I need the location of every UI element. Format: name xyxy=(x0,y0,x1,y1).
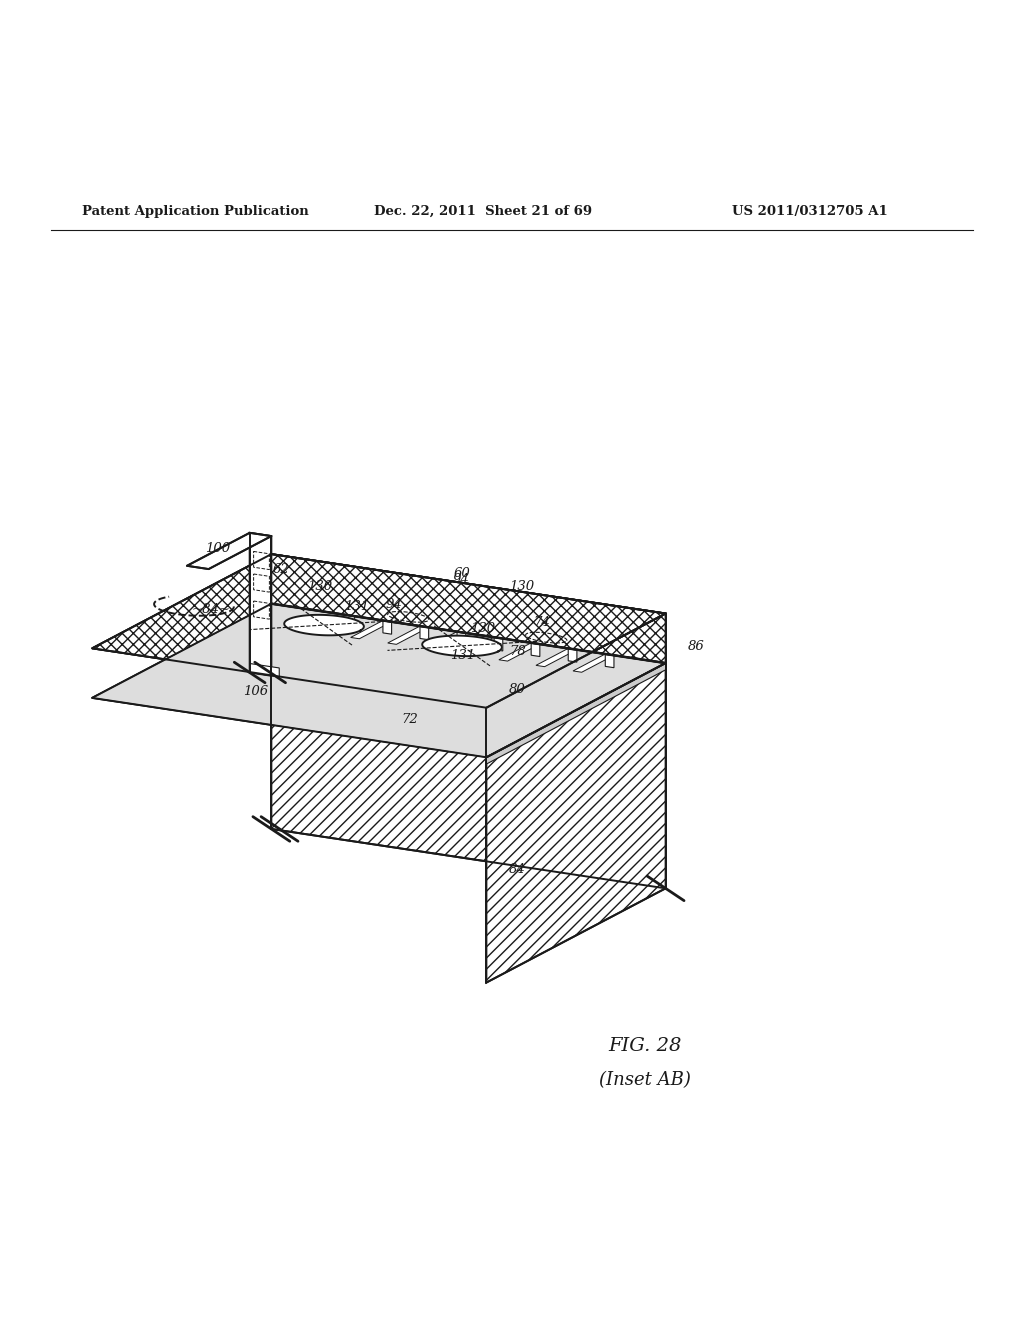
Text: 62: 62 xyxy=(272,564,290,577)
Polygon shape xyxy=(271,554,666,663)
Polygon shape xyxy=(486,663,666,982)
Polygon shape xyxy=(187,533,271,569)
Polygon shape xyxy=(92,554,666,708)
Text: 131: 131 xyxy=(451,649,475,663)
Text: 130: 130 xyxy=(470,622,496,635)
Text: 78: 78 xyxy=(509,645,525,657)
Polygon shape xyxy=(346,615,354,628)
Polygon shape xyxy=(495,638,503,651)
Polygon shape xyxy=(250,533,271,676)
Text: 74: 74 xyxy=(534,616,550,630)
Polygon shape xyxy=(271,603,666,888)
Text: 72: 72 xyxy=(401,713,418,726)
Text: US 2011/0312705 A1: US 2011/0312705 A1 xyxy=(732,205,888,218)
Text: FIG. 28: FIG. 28 xyxy=(608,1038,682,1055)
Text: 100: 100 xyxy=(205,541,230,554)
Text: 86: 86 xyxy=(688,640,705,653)
Polygon shape xyxy=(422,636,502,656)
Polygon shape xyxy=(499,643,540,661)
Text: 130: 130 xyxy=(307,581,333,593)
Text: ~84~: ~84~ xyxy=(191,603,230,616)
Text: Dec. 22, 2011  Sheet 21 of 69: Dec. 22, 2011 Sheet 21 of 69 xyxy=(374,205,592,218)
Polygon shape xyxy=(313,615,354,634)
Text: 106: 106 xyxy=(244,685,268,698)
Polygon shape xyxy=(420,626,429,640)
Polygon shape xyxy=(285,615,364,635)
Polygon shape xyxy=(486,614,666,758)
Polygon shape xyxy=(92,554,666,708)
Text: Patent Application Publication: Patent Application Publication xyxy=(82,205,308,218)
Polygon shape xyxy=(388,626,429,644)
Text: 80: 80 xyxy=(509,682,525,696)
Polygon shape xyxy=(271,603,666,669)
Polygon shape xyxy=(568,648,577,663)
Polygon shape xyxy=(536,648,577,667)
Text: 130: 130 xyxy=(510,579,535,593)
Polygon shape xyxy=(462,638,503,656)
Text: 94: 94 xyxy=(386,598,402,611)
Polygon shape xyxy=(92,603,666,758)
Polygon shape xyxy=(92,603,666,758)
Polygon shape xyxy=(383,620,391,634)
Polygon shape xyxy=(425,632,466,649)
Polygon shape xyxy=(573,653,614,672)
Polygon shape xyxy=(457,632,466,645)
Polygon shape xyxy=(350,620,391,639)
Polygon shape xyxy=(486,663,666,764)
Text: (Inset AB): (Inset AB) xyxy=(599,1071,691,1089)
Polygon shape xyxy=(531,643,540,656)
Text: 60: 60 xyxy=(454,566,470,579)
Polygon shape xyxy=(605,653,614,668)
Text: 94: 94 xyxy=(453,573,469,586)
Text: 84: 84 xyxy=(509,863,525,876)
Polygon shape xyxy=(250,664,280,677)
Text: 131: 131 xyxy=(344,599,369,612)
